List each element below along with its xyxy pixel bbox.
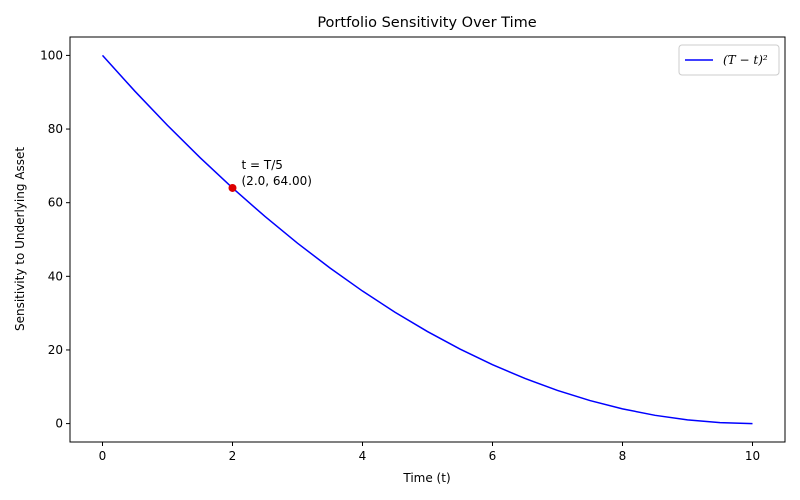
x-tick-label: 4 — [359, 449, 367, 463]
x-tick-label: 6 — [489, 449, 497, 463]
y-tick-label: 100 — [40, 48, 63, 62]
chart-title: Portfolio Sensitivity Over Time — [317, 15, 536, 31]
x-tick-label: 8 — [619, 449, 627, 463]
y-tick-label: 40 — [48, 269, 63, 283]
y-axis-title: Sensitivity to Underlying Asset — [13, 147, 27, 331]
y-tick-label: 20 — [48, 343, 63, 357]
y-tick-label: 60 — [48, 196, 63, 210]
series-line — [101, 54, 753, 425]
plot-area — [69, 36, 786, 443]
annotation-coordinates: (2.0, 64.00) — [242, 174, 312, 188]
x-tick-label: 0 — [99, 449, 107, 463]
x-tick-label: 10 — [745, 449, 760, 463]
annotation-label: t = T/5 — [242, 158, 283, 172]
y-axis: 0 20 40 60 80 100 — [40, 48, 70, 431]
legend-label: (T − t)² — [723, 53, 768, 67]
x-tick-label: 2 — [229, 449, 237, 463]
legend: (T − t)² — [678, 44, 780, 76]
highlight-point — [228, 183, 237, 192]
y-tick-label: 80 — [48, 122, 63, 136]
x-axis-title: Time (t) — [402, 471, 450, 485]
x-axis: 0 2 4 6 8 10 — [99, 442, 760, 463]
legend-box — [678, 44, 780, 76]
y-tick-label: 0 — [55, 417, 63, 431]
